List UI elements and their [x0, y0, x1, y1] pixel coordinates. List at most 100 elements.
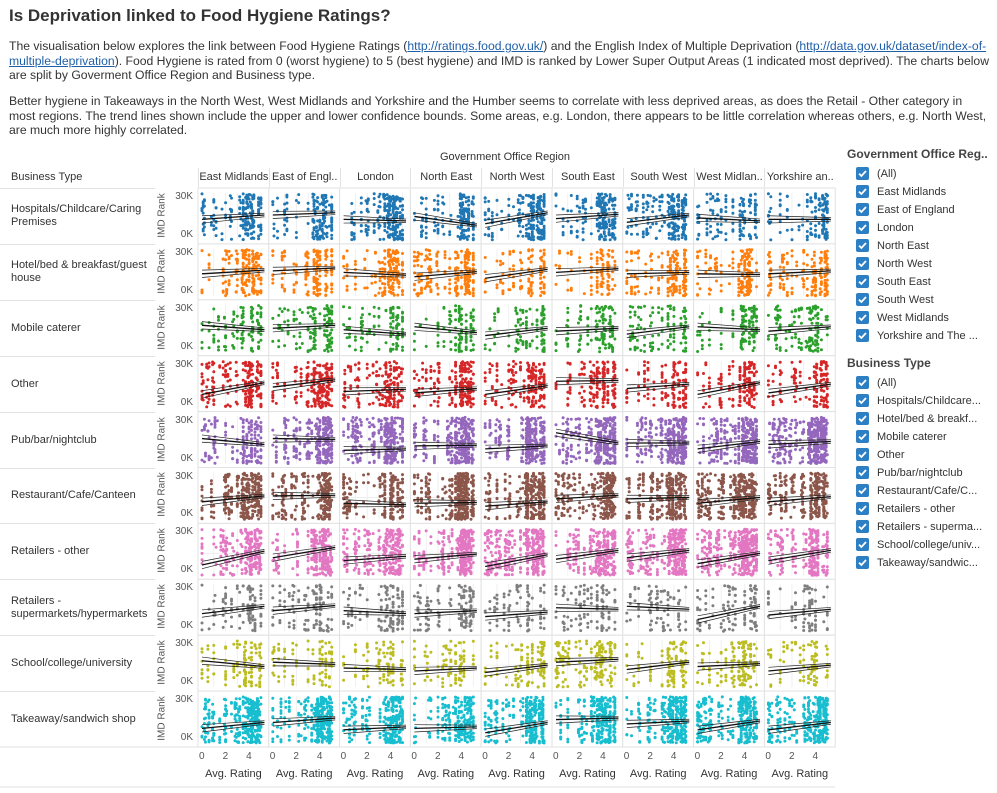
data-point — [330, 217, 334, 221]
facet-panel — [339, 243, 411, 301]
data-point — [242, 291, 246, 295]
data-point — [401, 327, 404, 331]
data-point — [744, 313, 748, 317]
data-point — [700, 347, 704, 351]
data-point — [200, 346, 204, 350]
data-point — [221, 289, 225, 293]
data-point — [361, 313, 364, 317]
data-point — [743, 221, 747, 225]
data-point — [752, 346, 756, 350]
data-point — [742, 234, 745, 238]
data-point — [613, 198, 617, 202]
data-point — [739, 229, 743, 233]
data-point — [424, 231, 428, 235]
data-point — [316, 196, 320, 200]
data-point — [312, 198, 316, 202]
data-point — [306, 361, 310, 364]
data-point — [524, 234, 528, 238]
data-point — [657, 311, 661, 315]
data-point — [778, 348, 782, 352]
data-point — [436, 194, 440, 198]
data-point — [724, 210, 728, 214]
data-point — [294, 231, 298, 234]
data-point — [283, 289, 287, 293]
data-point — [747, 204, 751, 208]
data-point — [470, 210, 474, 213]
data-point — [490, 214, 494, 218]
imd-link[interactable]: http://data.gov.uk/dataset/index-of-mult… — [9, 39, 987, 68]
data-point — [224, 348, 228, 352]
data-point — [578, 348, 582, 352]
data-point — [569, 225, 573, 229]
y-tick-label: 30K — [175, 246, 193, 258]
data-point — [672, 332, 676, 336]
data-point — [727, 264, 731, 268]
data-point — [532, 195, 535, 199]
data-point — [278, 307, 282, 311]
data-point — [330, 195, 334, 199]
data-point — [683, 226, 686, 229]
data-point — [778, 192, 782, 196]
data-point — [607, 200, 611, 204]
data-point — [325, 362, 329, 366]
data-point — [671, 192, 675, 196]
data-point — [532, 208, 535, 212]
data-point — [330, 404, 334, 408]
data-point — [228, 194, 232, 198]
data-point — [598, 237, 602, 241]
data-point — [483, 256, 487, 259]
data-point — [495, 286, 499, 290]
data-point — [683, 251, 686, 255]
data-point — [495, 198, 499, 202]
data-point — [643, 304, 646, 308]
data-point — [271, 396, 275, 400]
data-point — [809, 344, 813, 348]
facet-panel — [763, 299, 836, 357]
data-point — [755, 203, 758, 207]
data-point — [521, 234, 525, 238]
trend-upper-bound — [414, 212, 477, 224]
data-point — [396, 344, 400, 348]
data-point — [630, 205, 633, 209]
data-point — [398, 211, 402, 215]
data-point — [442, 340, 446, 344]
data-point — [719, 347, 723, 350]
data-point — [448, 257, 452, 261]
data-point — [517, 211, 521, 215]
data-point — [705, 231, 709, 235]
data-point — [542, 195, 546, 199]
data-point — [766, 337, 770, 341]
data-point — [731, 317, 735, 321]
data-point — [257, 347, 261, 350]
trend-lower-bound — [485, 214, 548, 228]
data-point — [696, 282, 700, 286]
data-point — [611, 235, 615, 239]
data-point — [595, 218, 599, 222]
data-point — [234, 290, 238, 294]
ratings-link[interactable]: http://ratings.food.gov.uk/ — [407, 39, 544, 53]
data-point — [330, 282, 334, 286]
data-point — [554, 282, 558, 286]
data-point — [785, 251, 789, 255]
data-point — [330, 248, 334, 252]
data-point — [327, 398, 331, 402]
data-point — [424, 225, 428, 229]
data-point — [516, 347, 520, 351]
data-point — [490, 238, 494, 242]
data-point — [251, 389, 255, 392]
data-point — [744, 308, 748, 312]
data-point — [644, 262, 648, 266]
data-point — [235, 252, 239, 256]
data-point — [814, 288, 817, 292]
data-point — [241, 211, 245, 215]
data-point — [825, 200, 829, 204]
facet-panel — [551, 187, 624, 245]
data-point — [271, 399, 275, 403]
data-point — [221, 366, 225, 370]
data-point — [825, 284, 829, 287]
data-point — [330, 226, 334, 230]
data-point — [824, 259, 828, 263]
data-point — [318, 236, 322, 240]
data-point — [241, 201, 245, 205]
